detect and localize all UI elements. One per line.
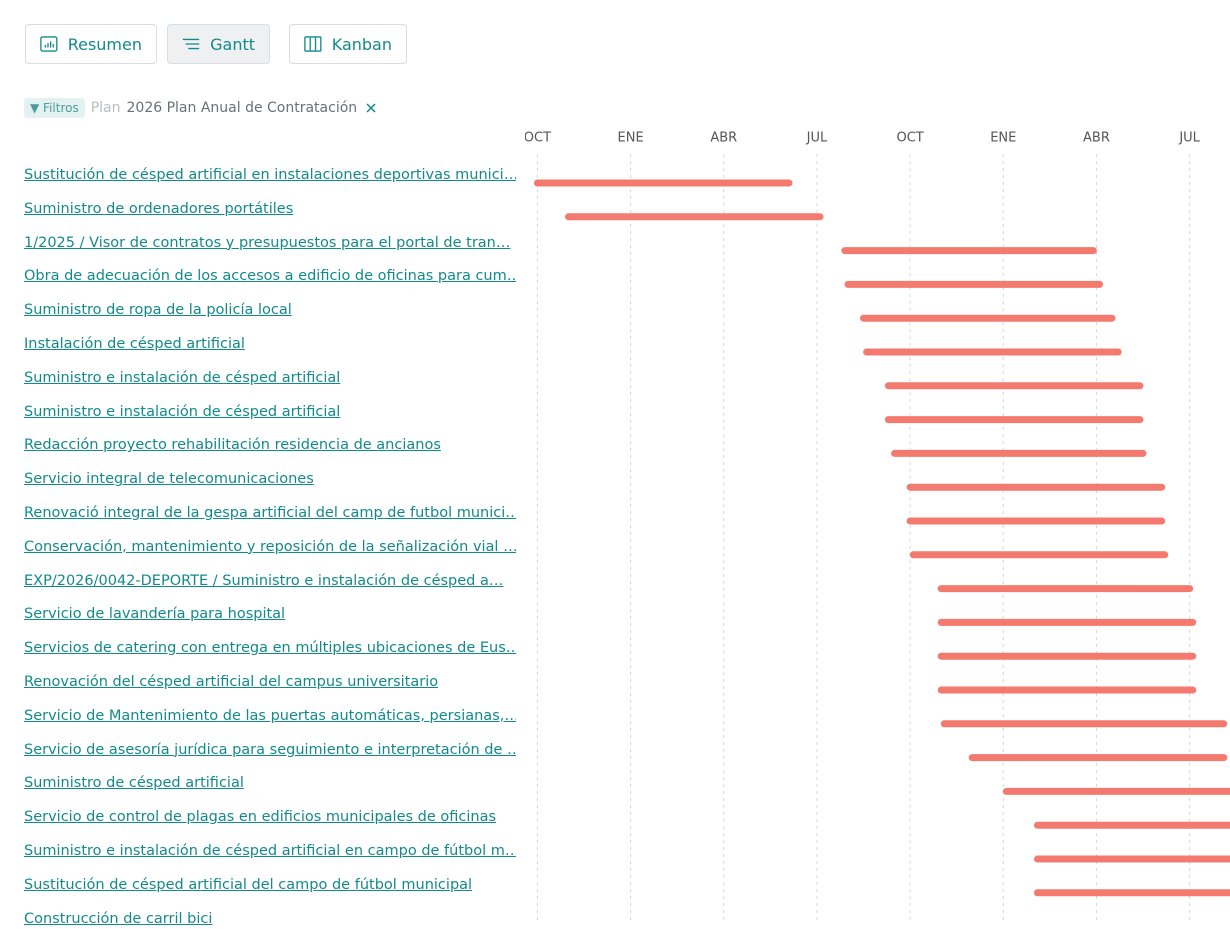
task-link[interactable]: Suministro e instalación de césped artif…: [24, 369, 341, 386]
tab-label: Kanban: [331, 34, 392, 54]
task-link[interactable]: 1/2025 / Visor de contratos y presupuest…: [24, 234, 511, 251]
task-link[interactable]: Servicio integral de telecomunicaciones: [24, 471, 314, 488]
icon: [182, 38, 200, 50]
tab-label: Resumen: [67, 34, 142, 54]
task-link[interactable]: Suministro de ropa de la policía local: [24, 302, 292, 319]
task-link[interactable]: Servicio de asesoría jurídica para segui…: [24, 741, 516, 758]
x-tick-label: OCT: [525, 131, 551, 146]
x-tick-label: ENE: [990, 131, 1016, 146]
gantt-chart: OCT ENE ABR JUL OCT ENE ABR JUL: [525, 131, 1230, 922]
x-tick-label: OCT: [896, 131, 923, 146]
tab-label: Gantt: [210, 34, 255, 54]
task-link[interactable]: Sustitución de césped artificial del cam…: [24, 876, 473, 893]
task-link[interactable]: Suministro e instalación de césped artif…: [24, 403, 341, 420]
task-link[interactable]: Suministro de césped artificial: [24, 775, 244, 792]
filter-chip[interactable]: ▼ Filtros: [24, 98, 85, 118]
x-tick-label: ENE: [618, 131, 644, 146]
task-link[interactable]: Instalación de césped artificial: [24, 336, 245, 352]
task-link[interactable]: Renovació integral de la gespa artificia…: [24, 505, 516, 521]
task-link[interactable]: Servicio de lavandería para hospital: [24, 606, 286, 623]
task-link[interactable]: Suministro de ordenadores portátiles: [24, 200, 294, 217]
filter-chip-label: Filtros: [43, 101, 79, 115]
x-tick-label: JUL: [1178, 131, 1200, 146]
x-tick-label: JUL: [806, 131, 828, 146]
filters: ▼ Filtros Plan 2026 Plan Anual de Contra…: [24, 96, 379, 120]
filter-key: Plan: [90, 100, 121, 116]
tab-kanban[interactable]: Kanban: [289, 24, 407, 64]
task-link[interactable]: Suministro e instalación de césped artif…: [24, 843, 516, 859]
task-link[interactable]: Conservación, mantenimiento y reposición…: [24, 538, 516, 555]
task-link[interactable]: Servicio de control de plagas en edifici…: [24, 809, 497, 826]
task-link[interactable]: Redacción proyecto rehabilitación reside…: [24, 437, 441, 454]
icon: [304, 36, 322, 52]
tab-resumen[interactable]: Resumen: [25, 24, 157, 64]
task-link[interactable]: Servicio de Mantenimiento de las puertas…: [24, 707, 516, 724]
task-link[interactable]: Construcción de carril bici: [24, 910, 213, 927]
icon: [40, 36, 58, 52]
x-tick-label: ABR: [710, 131, 737, 146]
task-link[interactable]: Servicios de catering con entrega en múl…: [24, 640, 516, 657]
filter-remove[interactable]: [363, 100, 379, 116]
task-link[interactable]: Renovación del césped artificial del cam…: [24, 674, 439, 690]
x-tick-label: ABR: [1083, 131, 1110, 146]
task-link[interactable]: EXP/2026/0042-DEPORTE / Suministro e ins…: [24, 572, 504, 589]
task-link[interactable]: Sustitución de césped artificial en inst…: [24, 167, 516, 183]
tab-gantt[interactable]: Gantt: [167, 24, 270, 64]
task-link[interactable]: Obra de adecuación de los accesos a edif…: [24, 268, 516, 285]
filter-value: 2026 Plan Anual de Contratación: [126, 100, 358, 116]
